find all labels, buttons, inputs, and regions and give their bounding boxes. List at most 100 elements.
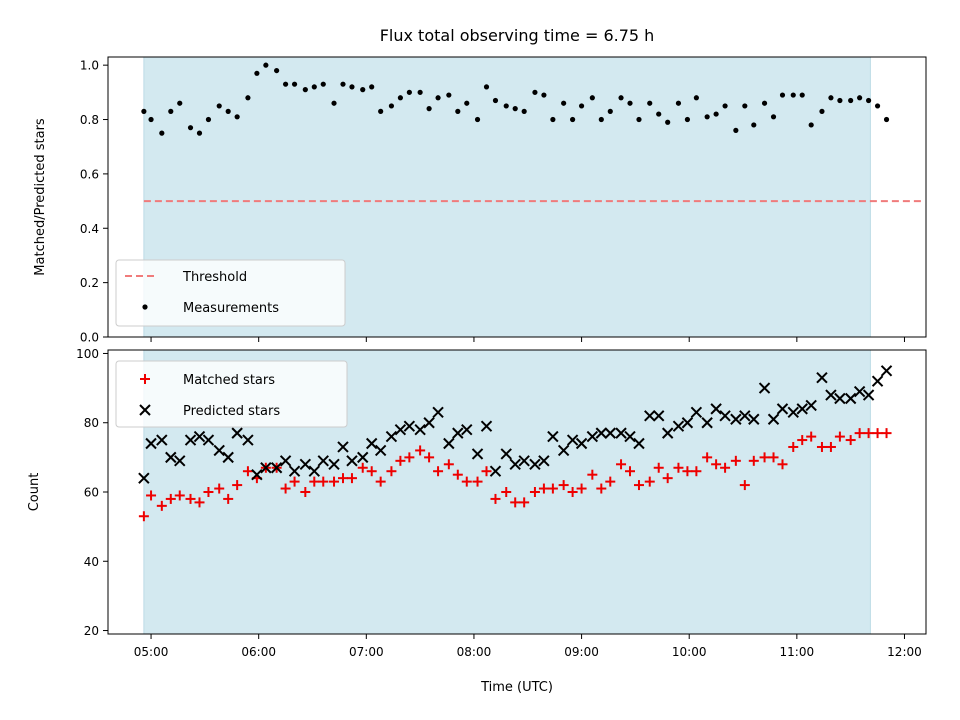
bottom-legend-box [115,360,348,428]
matched-star-point [711,459,722,470]
predicted-star-point [862,389,875,401]
predicted-star-point [633,437,645,450]
measurement-point [360,87,366,93]
measurement-point [426,106,432,112]
matched-star-point [605,476,616,487]
measurement-point [848,97,854,104]
predicted-star-point [853,385,866,398]
predicted-star-point [251,468,263,481]
predicted-star-point [604,427,616,439]
predicted-star-point [796,403,808,415]
predicted-star-point [357,451,369,464]
predicted-star-point [213,444,225,457]
x-tick-label: 10:00 [672,645,707,659]
measurement-point [388,103,395,109]
matched-star-point [653,462,664,473]
y-tick-label: 40 [84,555,99,569]
predicted-star-point [202,434,215,446]
x-tick-label: 06:00 [241,645,276,659]
measurement-point [828,95,834,101]
matched-star-point [346,473,357,484]
legend-measurements-label: Measurements [183,301,279,316]
measurement-point [598,116,604,123]
x-tick-label: 07:00 [349,645,384,659]
predicted-star-point [138,472,150,484]
measurement-point [742,103,748,109]
predicted-star-point [730,413,742,425]
predicted-star-point [500,448,512,460]
matched-star-point [223,493,234,504]
matched-star-point [214,483,225,494]
matched-star-point [501,487,512,497]
measurement-point [541,92,547,98]
measurement-point [570,116,576,123]
measurement-point [291,81,298,87]
matched-star-point [529,487,540,497]
matched-star-point [854,428,865,439]
matched-star-point [644,476,655,487]
predicted-star-point [566,434,579,446]
matched-star-point [768,452,779,463]
legend-predicted-label: Predicted stars [183,404,280,419]
matched-star-point [461,476,472,487]
predicted-star-point [615,427,627,439]
predicted-star-point [557,444,570,457]
matched-star-point [138,511,149,522]
predicted-star-point [432,406,444,419]
matched-star-point [625,466,636,477]
measurement-point [722,103,728,109]
matched-star-point [415,445,426,456]
predicted-star-point [374,444,387,457]
measurement-point [369,84,375,90]
matched-star-point [232,480,243,491]
measurement-point [883,116,890,123]
y-tick-label: 1.0 [80,59,99,73]
matched-star-point [404,452,415,463]
measurement-point [713,111,719,117]
matched-star-point [730,455,741,466]
measurement-point [761,100,768,106]
x-tick-label: 12:00 [887,645,922,659]
measurement-point [799,92,805,98]
measurement-point [532,89,538,95]
matched-star-point [337,473,348,484]
matched-star-point [633,480,644,491]
matched-star-point [881,428,892,439]
matched-star-point [510,497,521,508]
predicted-star-point [681,417,694,429]
matched-star-point [558,480,569,491]
predicted-stars-series [138,365,893,484]
predicted-star-point [279,455,292,467]
measurements-series [141,62,890,136]
measurement-point [618,95,624,101]
bottom-legend: Matched stars Predicted stars [115,360,348,428]
predicted-star-point [776,403,789,415]
measurement-point [874,103,881,109]
matched-star-point [309,476,320,487]
predicted-star-point [480,420,493,432]
predicted-star-point [701,417,713,429]
measurement-point [474,116,481,123]
matched-star-point [242,466,253,477]
matched-star-point [576,483,587,494]
measurement-point [464,100,470,106]
measurement-point [512,106,518,112]
measurement-point [636,116,642,123]
matched-star-point [547,483,558,494]
bottom-y-axis-title: Count [27,473,42,512]
chart-title: Flux total observing time = 6.75 h [380,26,655,45]
predicted-star-point [748,413,760,425]
measurement-point [483,84,490,90]
measurement-point [675,100,682,106]
matched-star-point [165,493,176,504]
predicted-star-point [661,427,674,439]
top-plot-frame [107,56,927,338]
predicted-star-point [174,455,186,467]
predicted-star-point [288,465,301,477]
matched-star-point [720,462,731,473]
predicted-star-point [575,437,588,450]
predicted-star-point [461,423,473,436]
x-axis-title: Time (UTC) [480,680,553,695]
measurement-point [320,81,326,87]
bottom-y-axis: 20 40 60 80 100 [76,347,108,638]
